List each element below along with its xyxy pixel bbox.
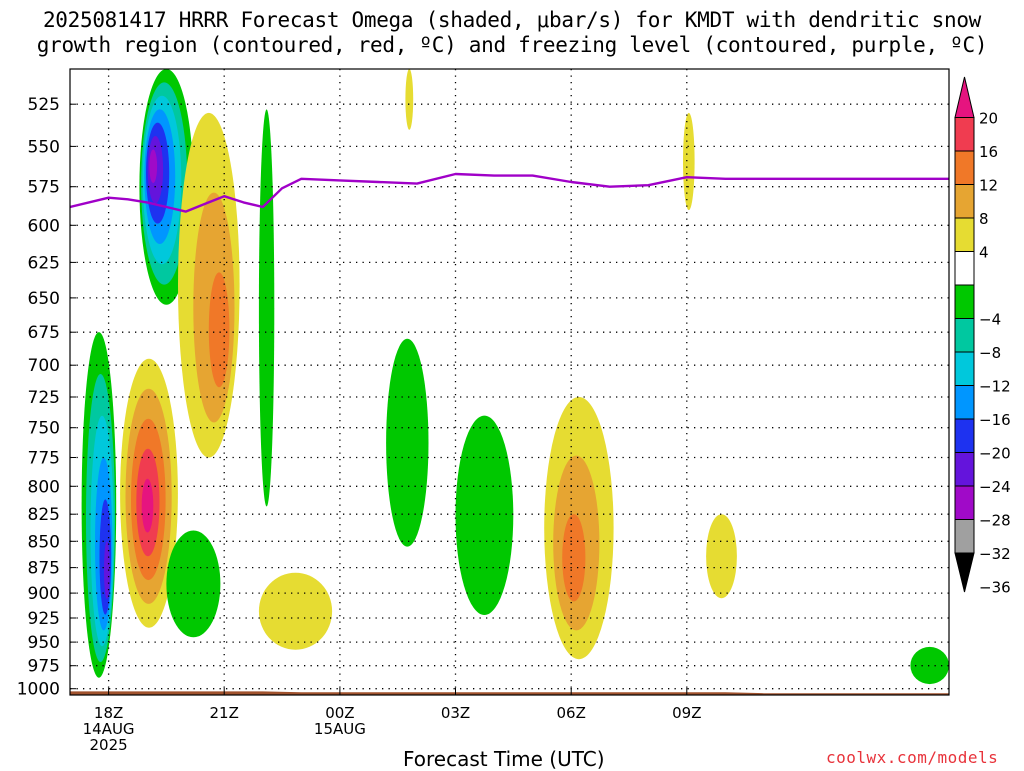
colorbar-label-10: −24 bbox=[979, 478, 1011, 496]
colorbar-bin--4-to-4 bbox=[954, 251, 975, 286]
freezing-level-series bbox=[70, 172, 949, 213]
colorbar-bin--16-to--12 bbox=[954, 351, 975, 386]
omega-region-7-contour-4 bbox=[405, 69, 414, 130]
y-tick-label-950: 950 bbox=[28, 633, 60, 653]
x-tick-label-18z: 18Z bbox=[94, 704, 123, 722]
colorbar-label-12: −32 bbox=[979, 545, 1011, 563]
x-tick-label-2025: 2025 bbox=[90, 736, 128, 754]
colorbar-bin-16-to-20 bbox=[954, 117, 975, 152]
chart-title: 2025081417 HRRR Forecast Omega (shaded, … bbox=[0, 8, 1024, 58]
y-tick-label-925: 925 bbox=[28, 609, 60, 629]
y-tick-label-900: 900 bbox=[28, 584, 60, 604]
x-tick-label-00z: 00Z bbox=[325, 704, 354, 722]
x-axis-label: Forecast Time (UTC) bbox=[403, 747, 605, 771]
colorbar-label-11: −28 bbox=[979, 512, 1011, 530]
colorbar-label-7: −12 bbox=[979, 378, 1011, 396]
colorbar-label-5: −4 bbox=[979, 311, 1001, 329]
chart-title-line-2: growth region (contoured, red, ºC) and f… bbox=[36, 33, 988, 57]
y-tick-label-725: 725 bbox=[28, 388, 60, 408]
colorbar-label-2: 12 bbox=[979, 177, 998, 195]
colorbar-bin-12-to-16 bbox=[954, 150, 975, 185]
omega-region-13-contour--4 bbox=[910, 646, 949, 685]
omega-region-0-contour--28 bbox=[149, 149, 158, 183]
x-tick-label-09z: 09Z bbox=[672, 704, 701, 722]
x-tick-label-15aug: 15AUG bbox=[314, 720, 366, 738]
y-tick-label-1000: 1000 bbox=[17, 680, 60, 700]
y-tick-label-525: 525 bbox=[28, 95, 60, 115]
colorbar-bin--32-to--28 bbox=[954, 485, 975, 520]
colorbar: 20 16 12 8 4 −4 −8 −12 −16 −20 −24 −28 −32 −36 bbox=[954, 76, 1011, 597]
colorbar-label-3: 8 bbox=[979, 210, 989, 228]
y-tick-label-825: 825 bbox=[28, 505, 60, 525]
colorbar-bin--36-to--32 bbox=[954, 519, 975, 554]
y-tick-label-675: 675 bbox=[28, 323, 60, 343]
chart-title-line-1: 2025081417 HRRR Forecast Omega (shaded, … bbox=[42, 8, 982, 32]
omega-region-5-contour--4 bbox=[166, 530, 221, 638]
colorbar-bin--24-to--20 bbox=[954, 418, 975, 453]
colorbar-over-triangle bbox=[954, 76, 975, 118]
omega-region-3-contour--24 bbox=[104, 541, 110, 599]
omega-region-1-contour-12 bbox=[208, 272, 230, 388]
colorbar-bin--12-to--8 bbox=[954, 318, 975, 353]
x-tick-label-03z: 03Z bbox=[441, 704, 470, 722]
y-tick-label-550: 550 bbox=[28, 137, 60, 157]
ground-surface bbox=[70, 691, 949, 695]
y-tick-label-575: 575 bbox=[28, 178, 60, 198]
y-axis: 525 550 575 600 625 650 675 700 725 750 775 800 825 8… bbox=[17, 95, 76, 700]
y-tick-label-850: 850 bbox=[28, 532, 60, 552]
y-tick-label-975: 975 bbox=[28, 657, 60, 677]
omega-region-9-contour--4 bbox=[455, 415, 514, 615]
colorbar-bin--28-to--24 bbox=[954, 452, 975, 487]
omega-region-12-contour-4 bbox=[706, 514, 737, 599]
omega-region-11-contour-4 bbox=[683, 112, 695, 211]
colorbar-bin--20-to--16 bbox=[954, 385, 975, 420]
omega-region-4-contour-20 bbox=[141, 478, 154, 533]
omega-region-10-contour-12 bbox=[562, 514, 586, 602]
colorbar-label-1: 16 bbox=[979, 143, 998, 161]
y-tick-label-650: 650 bbox=[28, 289, 60, 309]
colorbar-under-triangle bbox=[954, 552, 975, 593]
freezing-level-line bbox=[70, 172, 949, 213]
omega-shading bbox=[81, 69, 949, 685]
omega-region-6-contour-4 bbox=[258, 572, 333, 650]
colorbar-label-6: −8 bbox=[979, 344, 1001, 362]
colorbar-label-0: 20 bbox=[979, 110, 998, 128]
colorbar-bin-8-to-12 bbox=[954, 184, 975, 219]
colorbar-bin--8-to--4 bbox=[954, 284, 975, 319]
colorbar-bin-4-to-8 bbox=[954, 217, 975, 252]
ground-fill bbox=[70, 691, 949, 695]
colorbar-label-8: −16 bbox=[979, 411, 1011, 429]
y-tick-label-875: 875 bbox=[28, 559, 60, 579]
y-tick-label-775: 775 bbox=[28, 449, 60, 469]
colorbar-label-9: −20 bbox=[979, 445, 1011, 463]
y-tick-label-600: 600 bbox=[28, 216, 60, 236]
y-tick-label-800: 800 bbox=[28, 477, 60, 497]
omega-region-8-contour--4 bbox=[386, 338, 429, 547]
x-tick-label-06z: 06Z bbox=[557, 704, 586, 722]
y-tick-label-700: 700 bbox=[28, 356, 60, 376]
credit-link[interactable]: coolwx.com/models bbox=[826, 748, 999, 767]
x-tick-label-14aug: 14AUG bbox=[83, 720, 135, 738]
plot-frame bbox=[69, 68, 950, 696]
y-tick-label-750: 750 bbox=[28, 419, 60, 439]
x-tick-label-21z: 21Z bbox=[210, 704, 239, 722]
omega-region-2-contour--4 bbox=[258, 109, 275, 507]
colorbar-label-4: 4 bbox=[979, 244, 989, 262]
y-tick-label-625: 625 bbox=[28, 253, 60, 273]
colorbar-label-13: −36 bbox=[979, 579, 1011, 597]
